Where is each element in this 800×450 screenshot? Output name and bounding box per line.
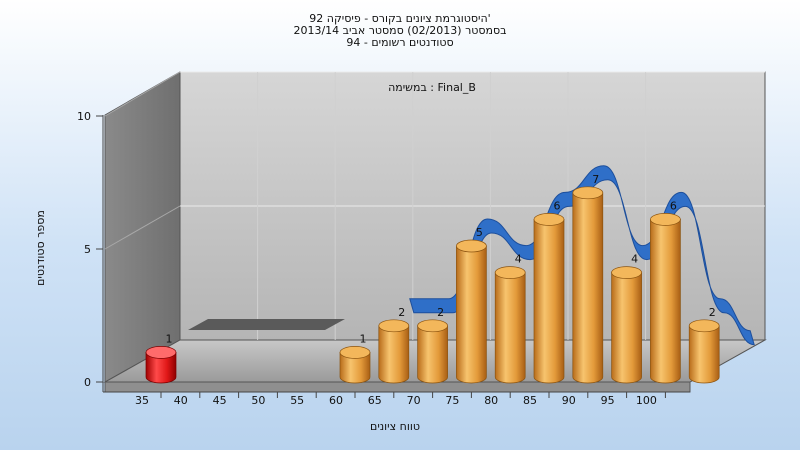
bar-top [650, 213, 681, 226]
x-tick-label: 100 [636, 394, 657, 407]
chart-title-line-1: היסטוגרמת ציונים בקורס - פיסיקה 92' [309, 12, 491, 25]
x-tick-label: 80 [484, 394, 498, 407]
bar-value-label: 4 [631, 253, 638, 266]
bar-value-label: 6 [670, 199, 677, 212]
bar [688, 319, 720, 384]
bar [456, 239, 487, 384]
bar [145, 346, 177, 384]
bar-top [339, 346, 371, 359]
x-axis-label: טווח ציונים [370, 420, 420, 433]
bar-top [611, 266, 642, 279]
bar [339, 346, 371, 384]
zero-ribbon [188, 319, 345, 330]
x-tick-label: 55 [290, 394, 304, 407]
bar-value-label: 1 [166, 332, 173, 345]
chart-title-line-3: סטודנטים רשומים - 94 [346, 36, 454, 49]
x-tick-label: 35 [135, 394, 149, 407]
bar-value-label: 2 [437, 306, 444, 319]
bar-value-label: 2 [398, 306, 405, 319]
bar [494, 266, 526, 384]
x-tick-label: 85 [523, 394, 537, 407]
bar-top [417, 319, 448, 333]
bar [572, 186, 604, 384]
bar-body [650, 219, 681, 384]
gridline-side [104, 205, 181, 250]
chart-title-line-2: בסמסטר (02/2013) סמסטר אביב 2013/14 [293, 24, 507, 37]
bar [378, 319, 410, 384]
bar-top [145, 346, 177, 359]
bar-value-label: 1 [360, 332, 367, 345]
bar-value-label: 5 [476, 226, 483, 239]
bar-top [572, 186, 604, 200]
bar-body [378, 325, 410, 384]
x-tick-label: 95 [601, 394, 615, 407]
y-tick-label: 10 [77, 110, 91, 123]
floor-front-edge [104, 381, 691, 393]
bar-body [456, 245, 487, 384]
bar-top [494, 266, 526, 279]
x-tick-label: 90 [562, 394, 576, 407]
x-tick-label: 45 [213, 394, 227, 407]
bar [417, 319, 448, 384]
bar-body [339, 352, 371, 384]
x-tick-label: 60 [329, 394, 343, 407]
bar-body [145, 352, 177, 384]
x-tick-label: 75 [445, 394, 459, 407]
bar [533, 213, 565, 384]
bar-body [611, 272, 642, 384]
x-tick-label: 65 [368, 394, 382, 407]
y-tick-label: 5 [84, 243, 91, 256]
x-tick-label: 70 [407, 394, 421, 407]
bar-body [417, 325, 448, 384]
bar-top [378, 319, 410, 333]
bar-top [688, 319, 720, 333]
y-tick-label: 0 [84, 376, 91, 389]
bar-body [688, 325, 720, 384]
bar [611, 266, 642, 384]
trend-line [409, 165, 755, 346]
bar-top [533, 213, 565, 226]
bar-value-label: 6 [554, 199, 561, 212]
bar-body [494, 272, 526, 384]
bar-body [533, 219, 565, 384]
bar-value-label: 2 [709, 306, 716, 319]
gridline-side [104, 71, 181, 117]
bar-value-label: 7 [592, 173, 599, 186]
bar-value-label: 4 [515, 253, 522, 266]
bar [650, 213, 681, 384]
x-tick-label: 50 [251, 394, 265, 407]
bar-body [572, 192, 604, 384]
bar-top [456, 239, 487, 253]
chart-annotation: במשימה : Final_B [388, 81, 476, 94]
x-tick-label: 40 [174, 394, 188, 407]
y-axis-label: מספר סטודנטים [34, 210, 47, 286]
